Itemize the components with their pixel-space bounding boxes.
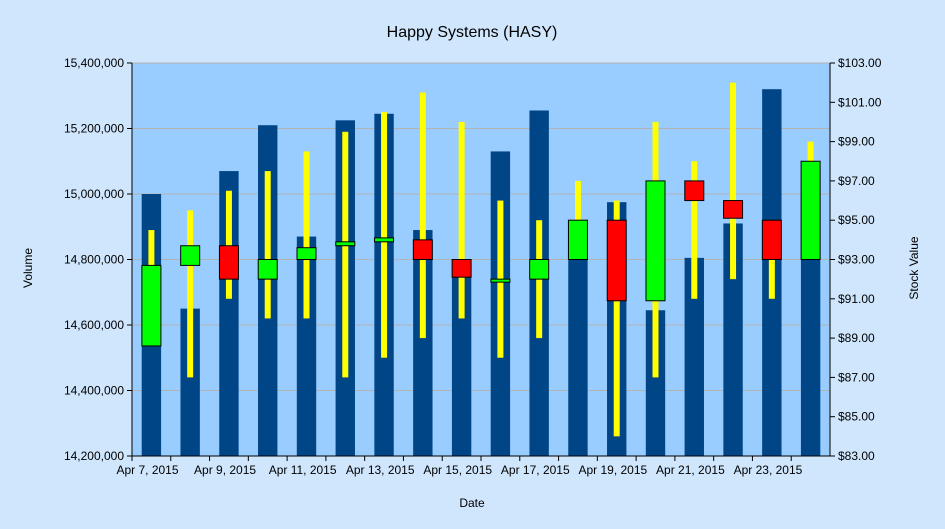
candle-up [529,259,550,280]
candle-up [257,259,278,280]
y-tick-label-left: 14,400,000 [64,384,124,398]
candle-up [800,160,821,260]
volume-bar [296,236,317,456]
y-tick-label-right: $87.00 [838,370,875,384]
x-tick-label: Apr 7, 2015 [116,463,178,477]
candle-up [567,219,588,260]
price-wick [613,200,620,437]
y-tick-label-left: 14,200,000 [64,449,124,463]
price-wick [458,121,465,319]
y-axis-left-label: Volume [21,248,35,288]
volume-bar [180,308,200,456]
x-tick-label: Apr 17, 2015 [501,463,570,477]
price-wick [342,131,349,378]
candle-up [180,245,201,266]
volume-bar [568,259,588,456]
candle-down [761,219,782,260]
y-tick-label-left: 14,800,000 [64,253,124,267]
y-tick-label-right: $85.00 [838,410,875,424]
candle-down [606,219,627,302]
candle-down [218,245,239,280]
y-tick-label-left: 15,200,000 [64,122,124,136]
x-tick-label: Apr 19, 2015 [578,463,647,477]
y-tick-label-left: 15,400,000 [64,56,124,70]
volume-bar [413,230,433,456]
y-tick-label-right: $95.00 [838,213,875,227]
volume-bar [451,277,472,456]
volume-bar [800,259,821,456]
volume-bar [645,310,666,456]
y-tick-label-right: $83.00 [838,449,875,463]
x-tick-label: Apr 13, 2015 [346,463,415,477]
x-tick-label: Apr 11, 2015 [269,463,337,477]
plot-area: 14,200,000 14,400,000 14,600,000 14,800,000… [64,56,882,477]
candle-down [412,239,433,261]
volume-bar [684,257,704,456]
price-wick [187,210,194,378]
candle-up [374,237,395,243]
y-tick-label-left: 15,000,000 [64,187,124,201]
price-wick [381,112,388,358]
y-axis-right-label: Stock Value [907,236,921,299]
y-tick-label-right: $93.00 [838,253,875,267]
candle-up [296,247,317,261]
x-tick-label: Apr 23, 2015 [734,463,803,477]
chart-title: Happy Systems (HASY) [387,24,558,41]
candle-down [451,259,472,278]
candle-down [684,180,705,202]
x-tick-label: Apr 9, 2015 [194,463,256,477]
volume-bar [219,171,239,456]
x-axis-label: Date [459,496,485,510]
candle-up [490,278,511,283]
candle-up [141,264,162,347]
price-wick [264,171,271,319]
y-tick-label-right: $91.00 [838,292,875,306]
candle-up [645,180,666,302]
y-tick-label-right: $99.00 [838,135,875,149]
y-tick-label-right: $97.00 [838,174,875,188]
price-wick [691,161,698,299]
candle-up [335,241,356,247]
y-tick-label-right: $101.00 [838,95,882,109]
volume-bar [723,223,743,456]
price-wick [303,151,310,319]
y-tick-label-right: $89.00 [838,331,875,345]
x-tick-label: Apr 21, 2015 [656,463,725,477]
price-wick [730,82,737,280]
price-wick [225,190,232,299]
x-tick-label: Apr 15, 2015 [423,463,492,477]
y-tick-label-left: 14,600,000 [64,318,124,332]
price-wick [419,92,426,339]
candle-down [723,200,744,219]
y-tick-label-right: $103.00 [838,56,882,70]
